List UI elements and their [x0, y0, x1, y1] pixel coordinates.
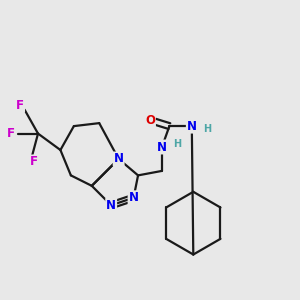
Text: N: N: [187, 120, 197, 133]
Text: N: N: [106, 199, 116, 212]
Text: F: F: [29, 155, 38, 168]
Text: H: H: [203, 124, 211, 134]
Text: N: N: [157, 140, 167, 154]
Text: N: N: [129, 191, 139, 204]
Text: N: N: [114, 152, 124, 166]
Text: F: F: [7, 127, 14, 140]
Text: H: H: [173, 139, 181, 149]
Text: O: O: [145, 114, 155, 127]
Text: F: F: [16, 99, 24, 112]
